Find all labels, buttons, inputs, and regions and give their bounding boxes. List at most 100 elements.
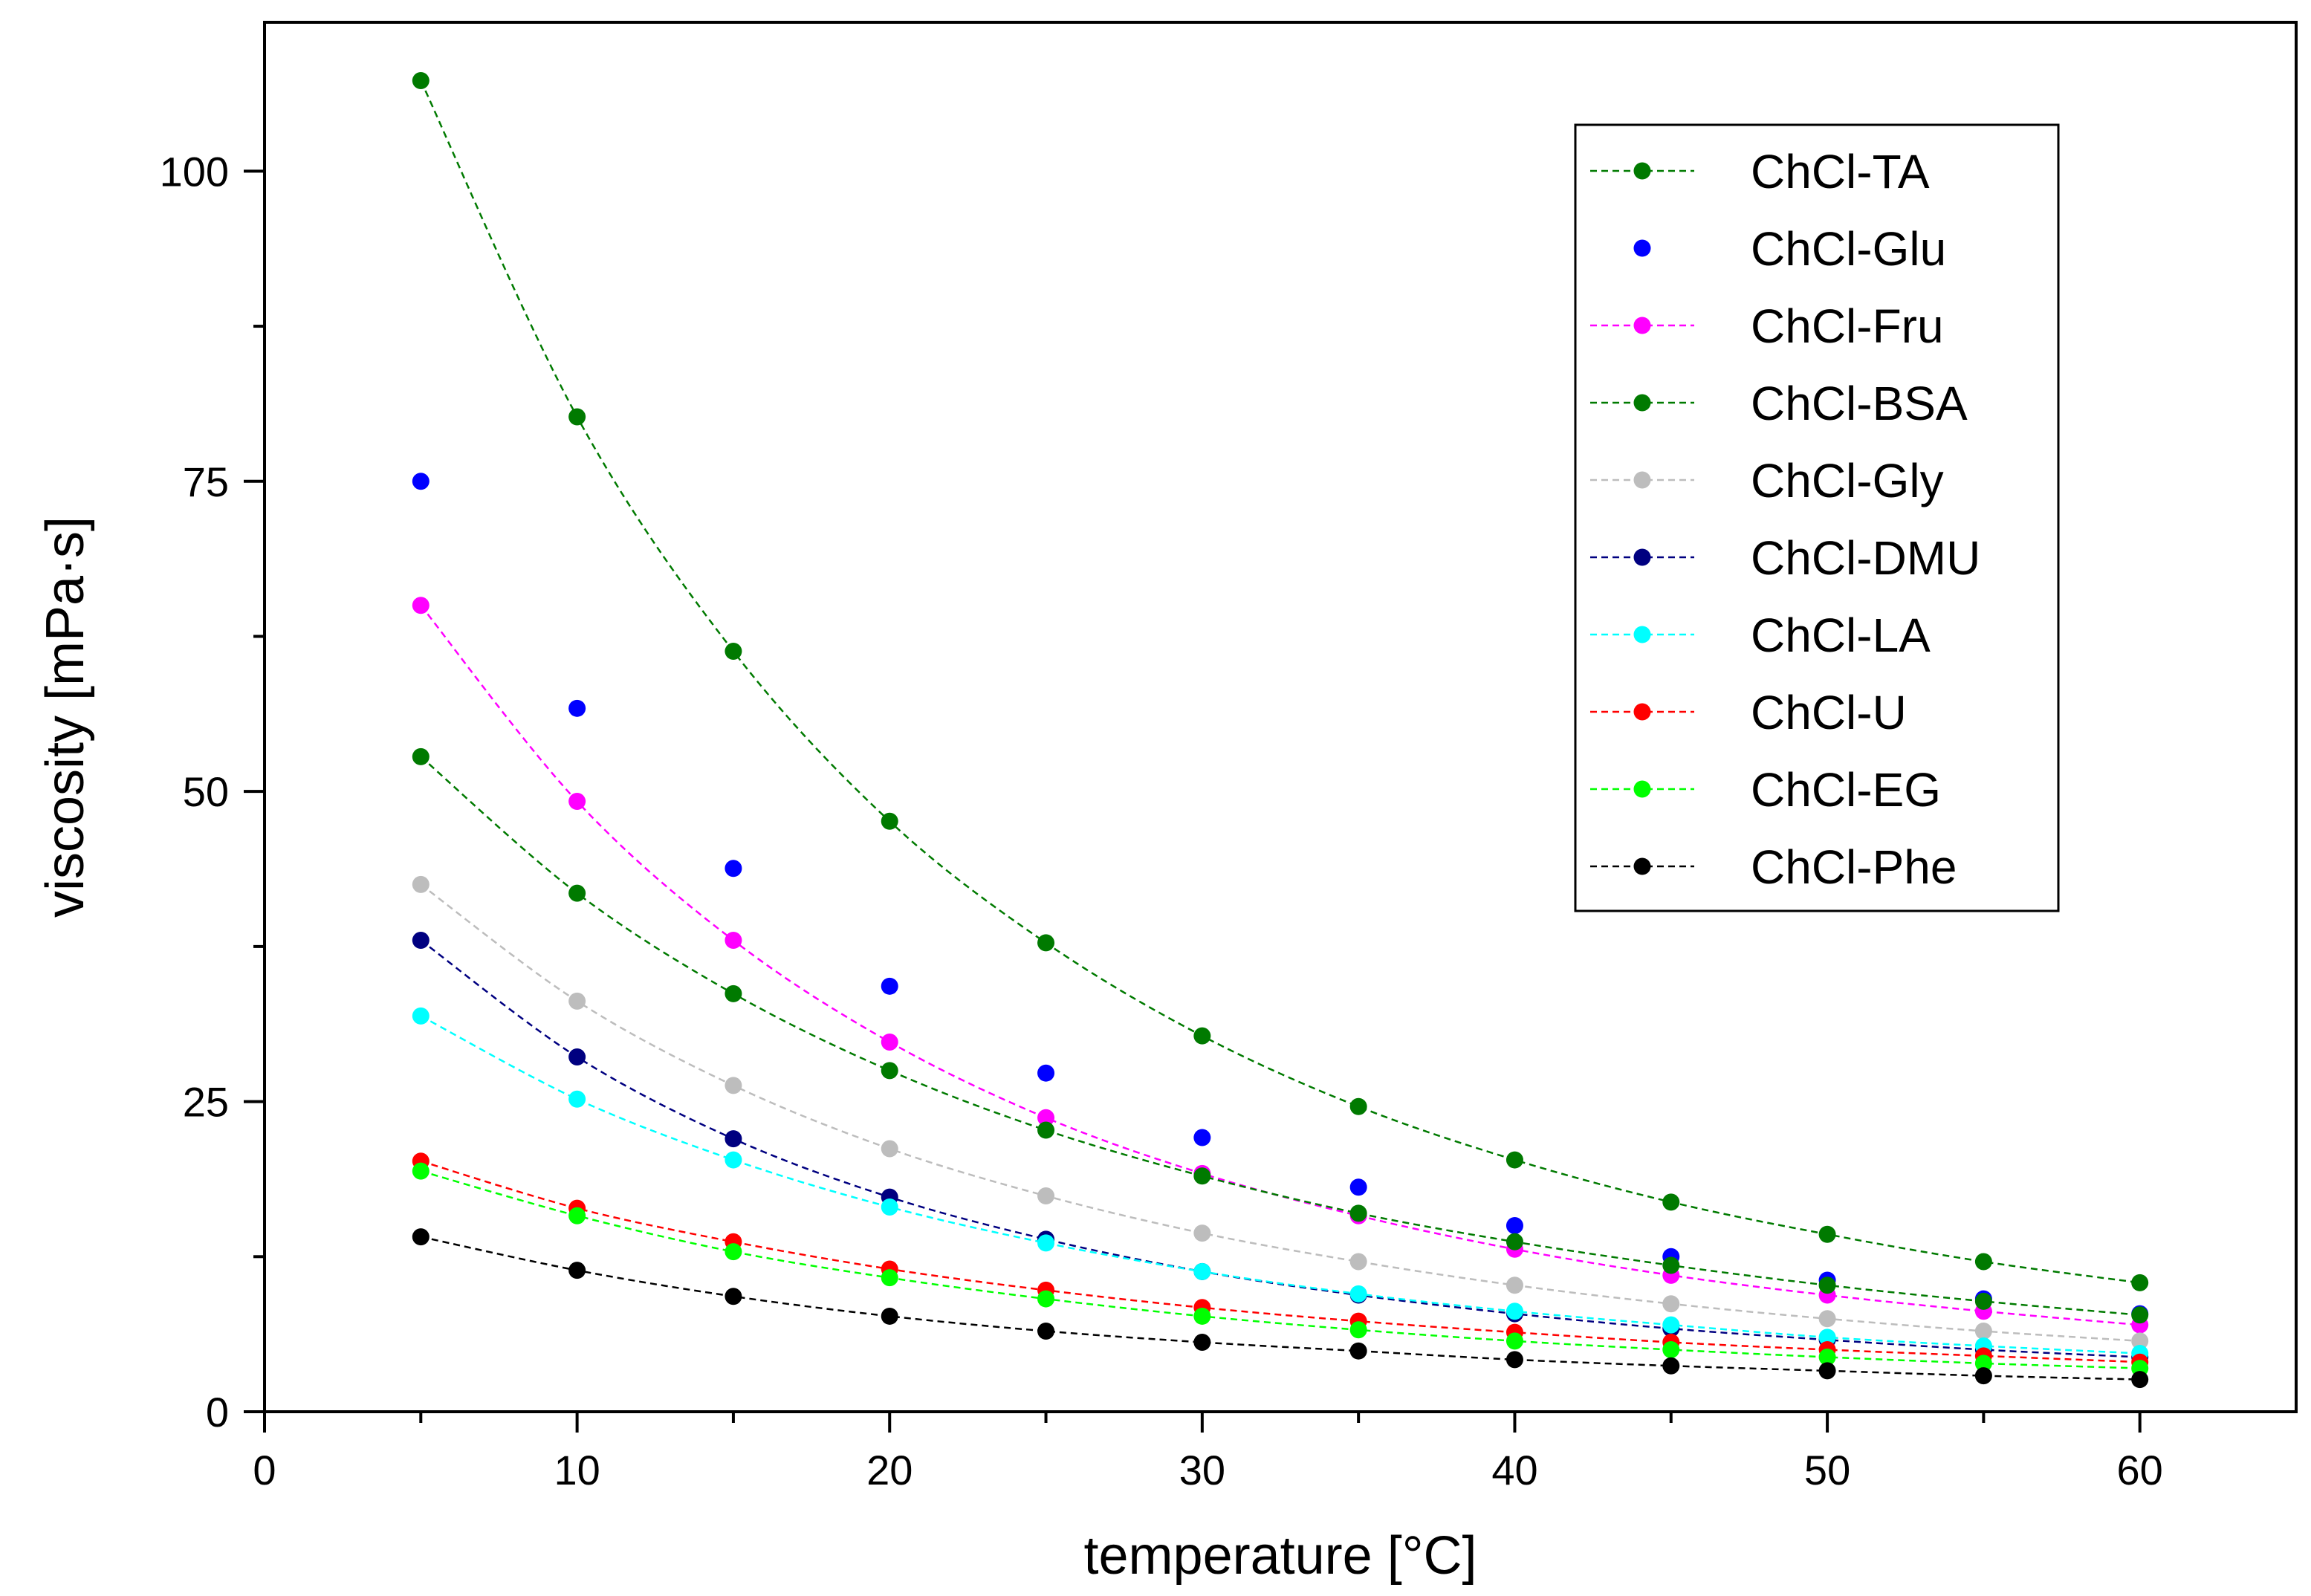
data-point [725,932,742,950]
data-point [568,1048,586,1065]
data-point [1505,1277,1523,1294]
data-point [2131,1306,2149,1324]
legend-entry: ChCl-U [1590,686,1907,739]
data-point [1349,1178,1367,1196]
x-tick-label: 10 [554,1447,600,1493]
data-point [1349,1204,1367,1222]
data-point [1818,1277,1836,1294]
data-point [1505,1332,1523,1350]
data-point [412,1228,430,1246]
legend-marker [1633,703,1651,721]
legend: ChCl-TA ChCl-Glu ChCl-Fru ChCl-BSA ChCl-Gly C… [1574,123,2060,912]
data-point [568,793,586,811]
data-point [1662,1295,1680,1313]
data-point [1037,934,1055,952]
data-point [568,408,586,426]
data-point [725,1288,742,1305]
series-layer [412,71,2149,1389]
data-point [412,597,430,614]
data-point [412,932,430,950]
legend-label: ChCl-Glu [1751,222,1946,276]
x-axis-title: temperature [°C] [1084,1526,1477,1586]
series-line [420,939,2140,1358]
legend-entry: ChCl-DMU [1590,531,1980,585]
data-point [1974,1253,1992,1271]
data-point [1037,1322,1055,1340]
data-point [1037,1187,1055,1204]
legend-marker [1633,548,1651,566]
data-point [1349,1321,1367,1339]
data-point [412,747,430,765]
legend-marker [1633,626,1651,643]
y-tick-label: 0 [206,1389,229,1436]
legend-marker [1633,162,1651,180]
data-point [725,1077,742,1094]
data-point [881,1062,898,1080]
data-point [1193,1027,1211,1045]
data-point [881,1033,898,1051]
data-point [2131,1371,2149,1389]
y-tick-label: 25 [183,1079,229,1126]
data-point [568,992,586,1010]
legend-label: ChCl-Phe [1751,840,1957,894]
data-point [881,1140,898,1158]
data-point [1193,1262,1211,1280]
legend-entry: ChCl-Gly [1590,454,1944,507]
y-tick-label: 50 [183,768,229,815]
data-point [1662,1357,1680,1375]
plot-frame [263,21,2298,1413]
legend-label: ChCl-BSA [1751,377,1968,430]
data-point [1037,1234,1055,1252]
data-point [1193,1129,1211,1146]
series-ChCl-LA [412,1007,2149,1363]
data-point [1037,1290,1055,1308]
data-point [1505,1303,1523,1320]
data-point [1662,1256,1680,1274]
y-tick-label: 75 [183,458,229,505]
legend-label: ChCl-LA [1751,609,1931,662]
data-point [412,1007,430,1025]
data-point [1818,1362,1836,1380]
data-point [1349,1097,1367,1115]
legend-label: ChCl-Fru [1751,299,1944,353]
data-point [1349,1342,1367,1360]
legend-box [1574,123,2060,912]
legend-marker [1633,394,1651,412]
legend-marker [1633,780,1651,798]
legend-marker [1633,471,1651,489]
data-point [725,1130,742,1148]
legend-entry: ChCl-BSA [1590,377,1968,430]
data-point [1974,1367,1992,1385]
data-point [1662,1341,1680,1359]
legend-marker [1633,239,1651,257]
data-point [1818,1225,1836,1243]
x-tick-label: 40 [1491,1447,1537,1493]
data-point [725,860,742,878]
x-tick-label: 50 [1804,1447,1850,1493]
legend-marker [1633,317,1651,334]
data-point [725,984,742,1002]
data-point [412,473,430,490]
data-point [568,699,586,717]
data-point [1662,1193,1680,1211]
data-point [1818,1329,1836,1346]
data-point [881,1269,898,1287]
series-ChCl-Gly [412,875,2149,1350]
data-point [725,1243,742,1261]
x-tick-label: 60 [2117,1447,2163,1493]
data-point [1505,1217,1523,1235]
legend-entry: ChCl-Glu [1633,222,1946,276]
data-point [1818,1310,1836,1328]
data-point [725,1151,742,1169]
series-line [420,1015,2140,1355]
data-point [1974,1292,1992,1310]
series-line [420,756,2140,1317]
data-point [568,1090,586,1108]
data-point [568,1262,586,1279]
y-axis-title: viscosity [mPa·s] [36,516,95,918]
axis-ticks: 0 10 20 30 40 50 60 0 25 50 75 100 [160,148,2163,1493]
series-ChCl-Phe [412,1228,2149,1389]
legend-label: ChCl-DMU [1751,531,1980,585]
data-point [881,1198,898,1216]
legend-label: ChCl-TA [1751,145,1930,198]
